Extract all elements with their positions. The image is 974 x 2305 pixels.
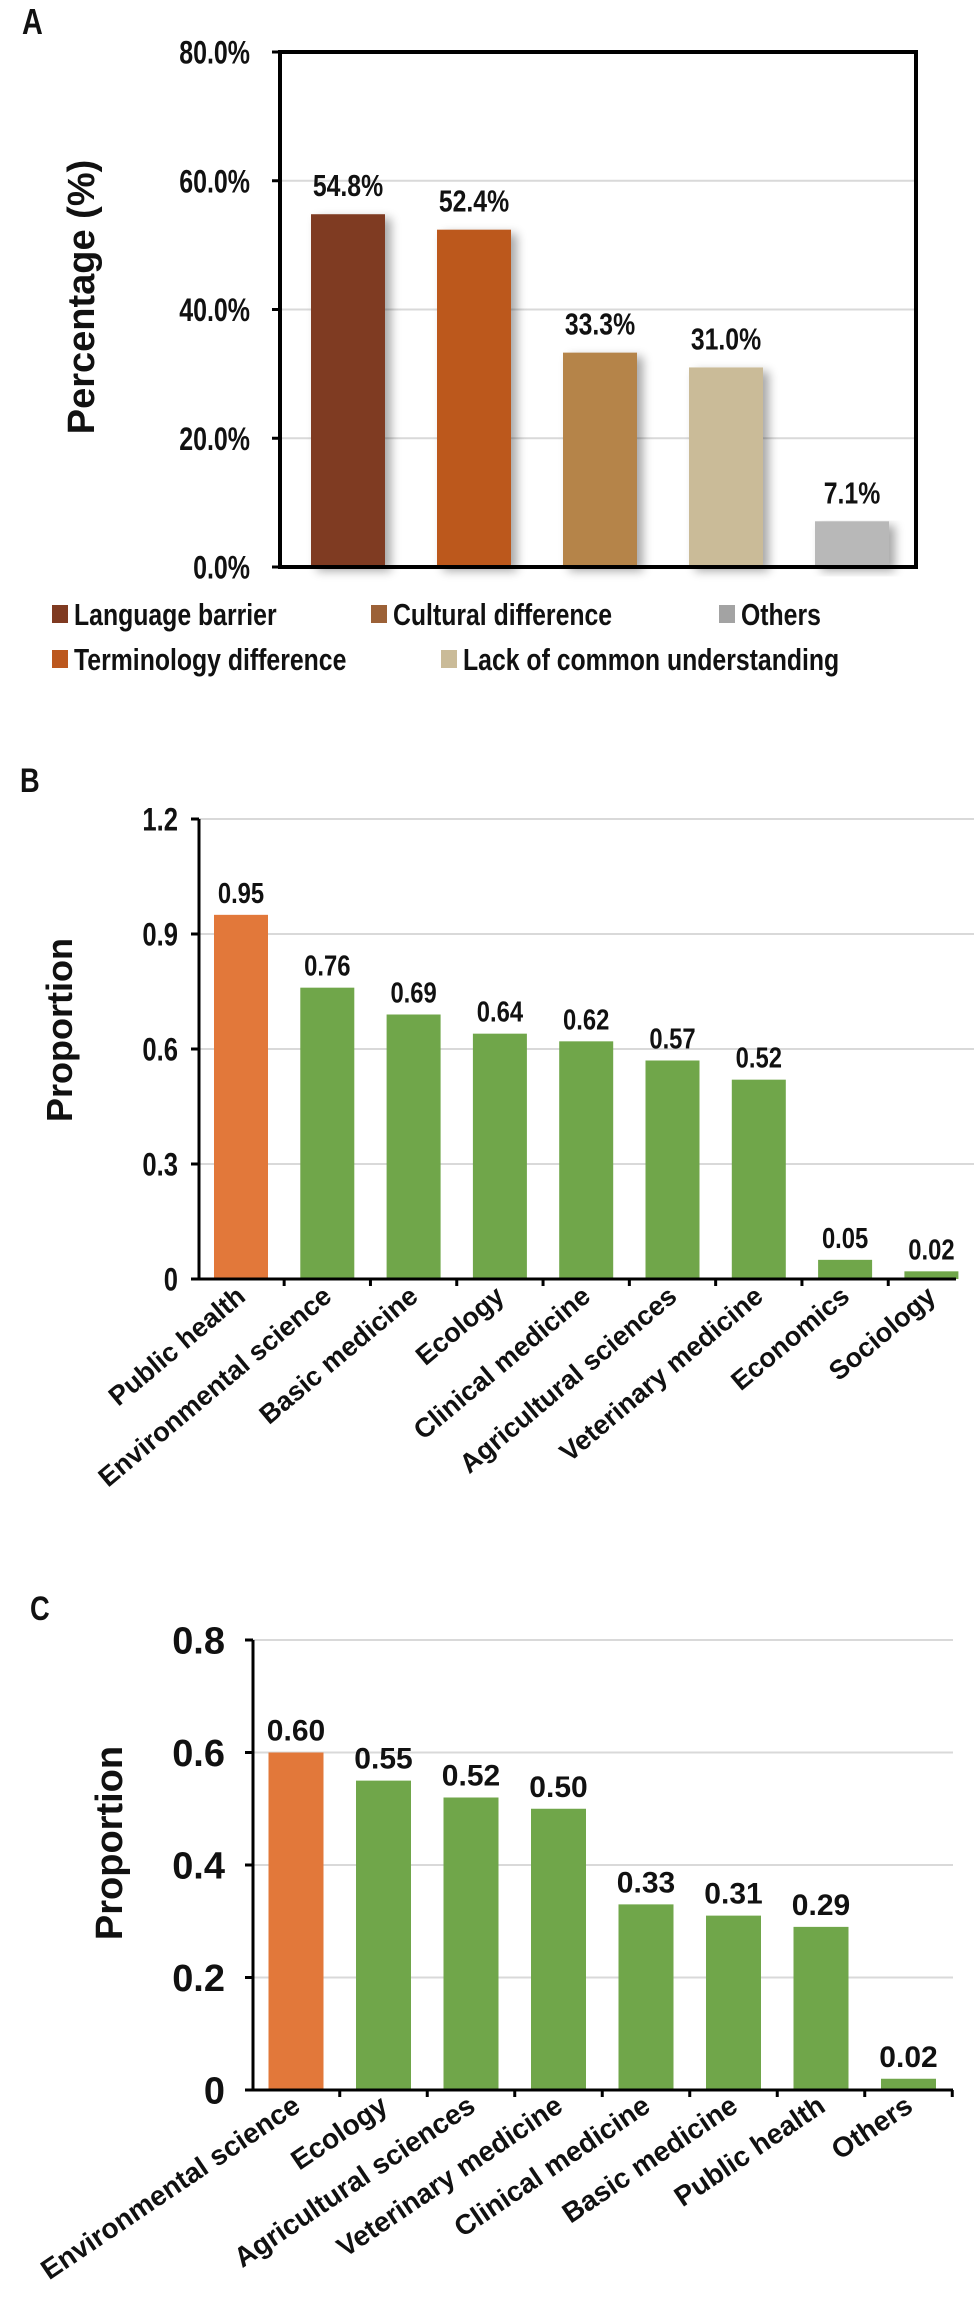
- bar: [472, 1033, 527, 1279]
- y-tick-label: 60.0%: [179, 163, 250, 199]
- y-tick-label: 0: [164, 1262, 178, 1298]
- x-tick-label: Public health: [669, 2089, 831, 2212]
- x-tick-label: Others: [826, 2089, 918, 2165]
- y-tick-label: 20.0%: [179, 421, 250, 457]
- data-label: 0.31: [704, 1878, 762, 1911]
- bar: [386, 1014, 441, 1279]
- data-label: 0.02: [908, 1234, 954, 1266]
- y-tick-label: 0.2: [172, 1958, 225, 2000]
- bar: [300, 987, 355, 1279]
- y-tick-label: 0.0%: [193, 550, 250, 586]
- bar: [214, 914, 268, 1279]
- data-label: 0.95: [218, 878, 264, 910]
- y-tick-label: 1.2: [142, 802, 178, 838]
- bar: [563, 352, 637, 567]
- bar: [531, 1808, 586, 2090]
- bar: [689, 367, 763, 567]
- legend-item: Cultural difference: [371, 597, 612, 632]
- legend-label: Others: [741, 597, 821, 632]
- bar: [706, 1915, 761, 2090]
- y-tick-label: 0.6: [172, 1733, 225, 1775]
- bar: [268, 1752, 324, 2090]
- panel-label: A: [22, 1, 43, 42]
- data-label: 0.69: [390, 978, 436, 1010]
- data-label: 33.3%: [565, 307, 635, 342]
- data-label: 0.62: [563, 1004, 609, 1036]
- y-tick-label: 0.9: [142, 917, 178, 953]
- data-label: 54.8%: [313, 168, 383, 203]
- y-tick-label: 40.0%: [179, 292, 250, 328]
- legend-swatch: [441, 650, 457, 668]
- data-label: 0.76: [304, 951, 350, 983]
- legend-label: Terminology difference: [74, 642, 346, 677]
- data-label: 0.50: [529, 1771, 587, 1804]
- legend-item: Language barrier: [52, 597, 277, 632]
- data-label: 0.05: [822, 1223, 868, 1255]
- y-axis-label: Percentage (%): [61, 160, 103, 435]
- bar: [443, 1797, 499, 2090]
- data-label: 31.0%: [691, 321, 761, 356]
- y-tick-label: 0.3: [142, 1147, 178, 1183]
- bar: [881, 2078, 936, 2090]
- panel-label: C: [30, 1590, 50, 1628]
- panel-label: B: [20, 762, 40, 800]
- data-label: 7.1%: [824, 475, 881, 510]
- legend-swatch: [371, 605, 387, 623]
- legend-swatch: [52, 650, 68, 668]
- chart-panel-a: A 0.0% 20.0% 40.0% 60.0% 80.0% 54.8% 52.4% 33.3%…: [22, 1, 918, 677]
- legend-label: Cultural difference: [393, 597, 612, 632]
- bar: [618, 1904, 674, 2090]
- data-label: 0.52: [442, 1760, 500, 1793]
- legend-label: Language barrier: [74, 597, 277, 632]
- legend-item: Lack of common understanding: [441, 642, 839, 677]
- data-label: 0.57: [649, 1024, 695, 1056]
- y-tick-label: 0.6: [142, 1032, 178, 1068]
- bar: [731, 1079, 786, 1279]
- y-tick-label: 0.4: [172, 1846, 225, 1888]
- data-label: 0.02: [879, 2041, 937, 2074]
- data-label: 0.33: [617, 1866, 675, 1899]
- y-tick-label: 0.8: [172, 1621, 225, 1663]
- bar: [559, 1041, 614, 1279]
- data-label: 0.52: [736, 1043, 782, 1075]
- data-label: 0.55: [354, 1743, 412, 1776]
- bar: [818, 1259, 873, 1279]
- data-label: 0.29: [792, 1889, 850, 1922]
- bar: [645, 1060, 700, 1279]
- y-axis-label: Proportion: [89, 1746, 131, 1940]
- data-label: 0.60: [267, 1715, 325, 1748]
- bar: [437, 229, 511, 568]
- legend-swatch: [719, 605, 735, 623]
- data-label: 0.64: [477, 997, 523, 1029]
- bar: [793, 1926, 849, 2090]
- bar: [904, 1271, 959, 1279]
- legend-label: Lack of common understanding: [463, 642, 839, 677]
- bar: [311, 214, 385, 567]
- y-tick-label: 0: [204, 2071, 225, 2113]
- legend: Language barrier Cultural difference Other…: [52, 597, 839, 677]
- data-label: 52.4%: [439, 184, 509, 219]
- legend-item: Terminology difference: [52, 642, 346, 677]
- legend-item: Others: [719, 597, 821, 632]
- y-axis-label: Proportion: [39, 938, 80, 1122]
- bar: [815, 521, 889, 567]
- x-tick-label: Basic medicine: [254, 1281, 424, 1430]
- plot-frame: [278, 50, 918, 569]
- legend-swatch: [52, 605, 68, 623]
- y-tick-label: 80.0%: [179, 35, 250, 71]
- bar: [356, 1780, 411, 2090]
